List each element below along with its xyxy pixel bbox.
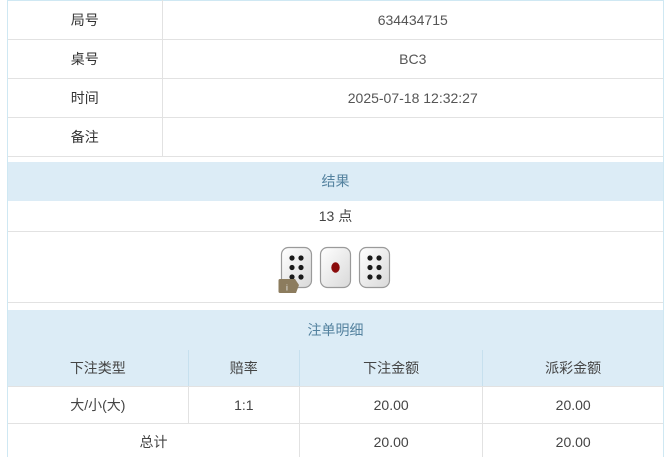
svg-text:i: i (286, 282, 288, 292)
